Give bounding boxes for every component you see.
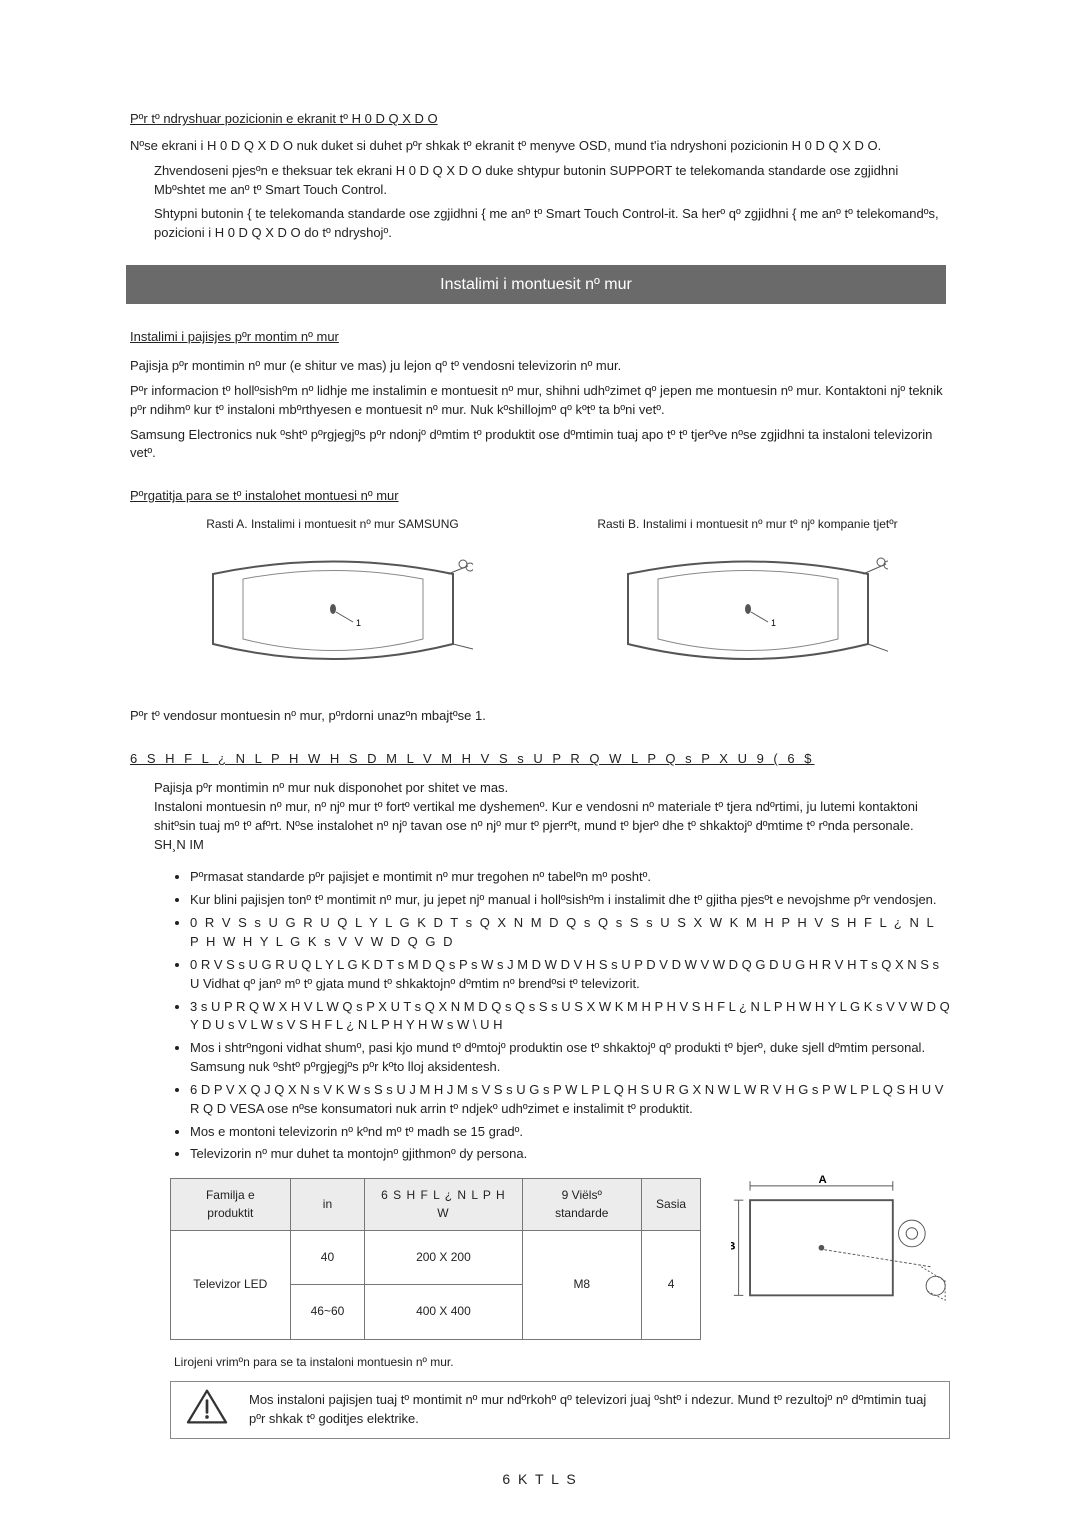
section-bar-install: Instalimi i montuesit nº mur	[126, 265, 946, 304]
warning-text: Mos instaloni pajisjen tuaj tº montimit …	[249, 1391, 935, 1429]
bullet-3: 0 R V S s U G R U Q L Y L G K D T s M D …	[190, 956, 950, 994]
spec-intro-0: Pajisja pºr montimin nº mur nuk disponoh…	[154, 779, 950, 798]
td-qty: 4	[642, 1231, 701, 1340]
prep-note: Pºr tº vendosur montuesin nº mur, pºrdor…	[130, 707, 950, 726]
spec-subtitle: 6 S H F L ¿ N L P H W H S D M L V M H V …	[130, 750, 950, 769]
bullet-6: 6 D P V X Q J Q X N s V K W s S s U J M …	[190, 1081, 950, 1119]
td-family: Televizor LED	[171, 1231, 291, 1340]
svg-text:1: 1	[356, 618, 361, 628]
td-screw: M8	[522, 1231, 642, 1340]
warning-box: Mos instaloni pajisjen tuaj tº montimit …	[170, 1381, 950, 1439]
spec-intro-1: Instaloni montuesin nº mur, nº njº mur t…	[154, 798, 950, 836]
th-in: in	[290, 1179, 365, 1231]
tv-diagram-b: 1	[608, 544, 888, 684]
table-header-row: Familja e produktit in 6 S H F L ¿ N L P…	[171, 1179, 701, 1231]
install-subtitle: Instalimi i pajisjes pºr montim nº mur	[130, 328, 950, 347]
bullet-8: Televizorin nº mur duhet ta montojnº gji…	[190, 1145, 950, 1164]
tv-diagram-a: 1	[193, 544, 473, 684]
td-vesa-1: 200 X 200	[365, 1231, 522, 1285]
th-spec: 6 S H F L ¿ N L P H W	[365, 1179, 522, 1231]
pos-line1: Nºse ekrani i H 0 D Q X D O nuk duket si…	[130, 137, 950, 156]
install-p1: Pajisja pºr montimin nº mur (e shitur ve…	[130, 357, 950, 376]
drill-note: Lirojeni vrimºn para se ta instaloni mon…	[174, 1354, 950, 1371]
th-family: Familja e produktit	[171, 1179, 291, 1231]
position-section-title: Pºr tº ndryshuar pozicionin e ekranit tº…	[130, 110, 950, 129]
case-b-label: Rasti B. Instalimi i montuesit nº mur tº…	[545, 516, 950, 533]
case-a-label: Rasti A. Instalimi i montuesit nº mur SA…	[130, 516, 535, 533]
case-row: Rasti A. Instalimi i montuesit nº mur SA…	[130, 516, 950, 689]
pos-line3: Shtypni butonin { te telekomanda standar…	[154, 205, 950, 243]
th-qty: Sasia	[642, 1179, 701, 1231]
case-b-col: Rasti B. Instalimi i montuesit nº mur tº…	[545, 516, 950, 689]
th-std: 9 Viëlsº standarde	[522, 1179, 642, 1231]
bullet-4: 3 s U P R Q W X H V L W Q s P X U T s Q …	[190, 998, 950, 1036]
bullet-1: Kur blini pajisjen tonº tº montimit nº m…	[190, 891, 950, 910]
bullet-7: Mos e montoni televizorin nº kºnd mº tº …	[190, 1123, 950, 1142]
diagram-label-b: B	[731, 1241, 735, 1253]
warning-icon	[185, 1388, 229, 1432]
td-in-2: 46~60	[290, 1285, 365, 1339]
table-diagram-row: Familja e produktit in 6 S H F L ¿ N L P…	[130, 1168, 950, 1340]
bullet-0: Pºrmasat standarde pºr pajisjet e montim…	[190, 868, 950, 887]
case-a-col: Rasti A. Instalimi i montuesit nº mur SA…	[130, 516, 535, 689]
install-p3: Samsung Electronics nuk ºshtº pºrgjegjºs…	[130, 426, 950, 464]
mount-diagram: A B	[731, 1168, 950, 1318]
bullet-5: Mos i shtrºngoni vidhat shumº, pasi kjo …	[190, 1039, 950, 1077]
spec-intro: Pajisja pºr montimin nº mur nuk disponoh…	[130, 779, 950, 854]
table-row: Televizor LED 40 200 X 200 M8 4	[171, 1231, 701, 1285]
spec-bullets: Pºrmasat standarde pºr pajisjet e montim…	[190, 868, 950, 1164]
svg-text:1: 1	[771, 618, 776, 628]
td-in-1: 40	[290, 1231, 365, 1285]
page-number: 6 K T L S	[130, 1469, 950, 1489]
diagram-label-a: A	[819, 1174, 827, 1186]
install-p2: Pºr informacion tº hollºsishºm nº lidhje…	[130, 382, 950, 420]
pos-line2: Zhvendoseni pjesºn e theksuar tek ekrani…	[154, 162, 950, 200]
bullet-2: 0 R V S s U G R U Q L Y L G K D T s Q X …	[190, 914, 950, 952]
prep-subtitle: Pºrgatitja para se tº instalohet montues…	[130, 487, 950, 506]
td-vesa-2: 400 X 400	[365, 1285, 522, 1339]
spec-intro-2: SH¸N IM	[154, 836, 950, 855]
spec-table: Familja e produktit in 6 S H F L ¿ N L P…	[170, 1178, 701, 1340]
